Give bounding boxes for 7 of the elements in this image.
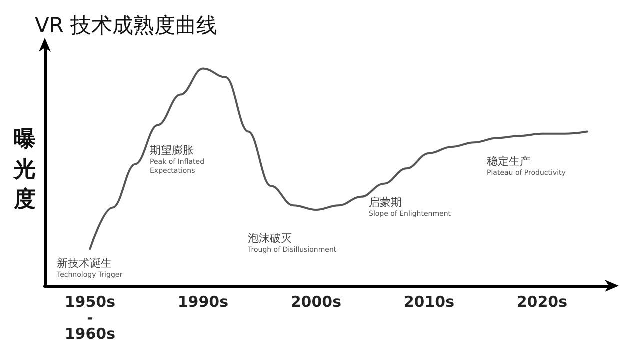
x-tick-label: 1950s - 1960s: [64, 293, 116, 343]
x-tick-label: 2000s: [290, 293, 342, 311]
x-tick-label: 2020s: [516, 293, 568, 311]
x-tick-label: 2010s: [404, 293, 455, 311]
x-tick-label: 1990s: [178, 293, 229, 311]
chart-title: VR 技术成熟度曲线: [35, 14, 218, 38]
y-axis-title: 曝光度: [13, 128, 36, 212]
